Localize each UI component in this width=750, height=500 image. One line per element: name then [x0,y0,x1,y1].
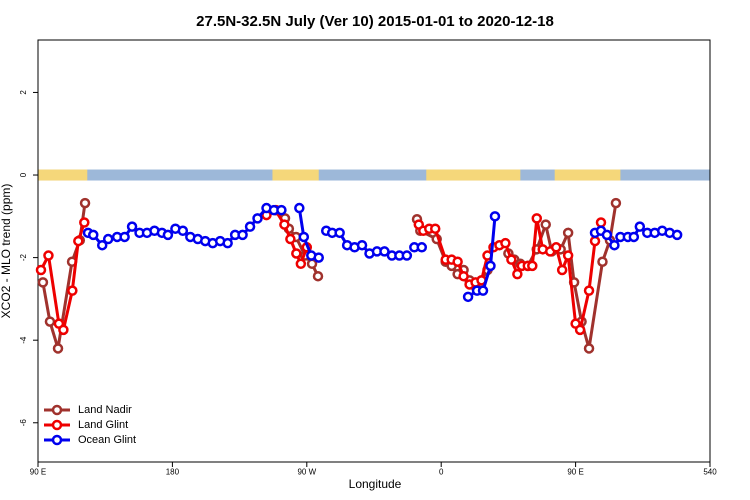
point [583,343,595,354]
point [540,219,551,230]
y-axis-label: XCO2 - MLO trend (ppm) [0,184,13,319]
point [574,324,586,336]
legend-label: Land Nadir [78,404,132,416]
point [43,250,54,261]
point [162,229,174,241]
point [562,227,574,239]
point [79,217,90,228]
legend-marker [51,419,63,431]
point [583,285,595,296]
point [88,229,99,241]
y-tick-label: 0 [19,172,28,177]
plot-frame [37,39,711,463]
point [429,223,441,234]
point [252,213,263,224]
point [334,227,345,239]
point [298,231,310,243]
legend-label: Ocean Glint [78,434,136,446]
point [52,343,64,354]
land-band [38,169,88,181]
point [550,242,562,253]
x-tick-label: 540 [703,468,717,477]
point [44,316,56,327]
point [73,235,84,247]
legend-marker [51,434,63,446]
point [597,256,608,267]
point [295,258,307,270]
point [401,250,413,261]
point [35,264,47,276]
point [601,229,613,241]
point [634,221,646,232]
point [527,260,538,272]
point [102,233,114,245]
ocean-band [38,169,710,181]
point [477,285,489,296]
x-tick-label: 180 [166,468,180,477]
x-tick-label: 90 W [297,468,316,477]
point [79,197,91,209]
point [556,264,568,276]
point [416,242,428,253]
point [237,229,248,241]
land-band [554,169,621,181]
point [244,221,256,232]
y-tick-label: 2 [19,90,28,95]
point [356,239,368,251]
point [67,285,78,296]
land-band [426,169,521,181]
x-tick-label: 90 E [30,468,46,477]
point [506,254,517,265]
point [500,237,511,249]
point [379,246,390,257]
point [285,233,296,245]
point [177,225,189,237]
land-band [272,169,319,181]
point [485,260,496,272]
point [589,235,601,247]
point [294,202,305,214]
point [458,270,469,282]
point [531,213,543,224]
point [291,248,302,259]
point [222,237,233,249]
point [462,291,474,303]
point [312,270,324,282]
point [452,256,463,267]
point [37,277,49,288]
point [628,231,640,243]
point [562,250,574,261]
x-axis-label: Longitude [349,477,402,491]
chart-title: 27.5N-32.5N July (Ver 10) 2015-01-01 to … [196,13,554,30]
y-tick-label: -4 [19,336,28,344]
legend-marker [51,404,63,416]
point [96,239,108,251]
point [276,204,287,216]
point [489,211,501,222]
point [610,197,622,209]
point [671,229,683,241]
x-tick-label: 90 E [567,468,583,477]
y-tick-label: -6 [19,419,28,427]
point [279,219,290,230]
point [119,231,130,243]
y-tick-label: -2 [19,254,28,262]
point [126,221,138,232]
legend-label: Land Glint [78,419,128,431]
point [595,217,607,228]
point [609,239,620,251]
x-tick-label: 0 [439,468,444,477]
point [313,252,324,263]
point [512,268,523,280]
point [58,324,69,336]
